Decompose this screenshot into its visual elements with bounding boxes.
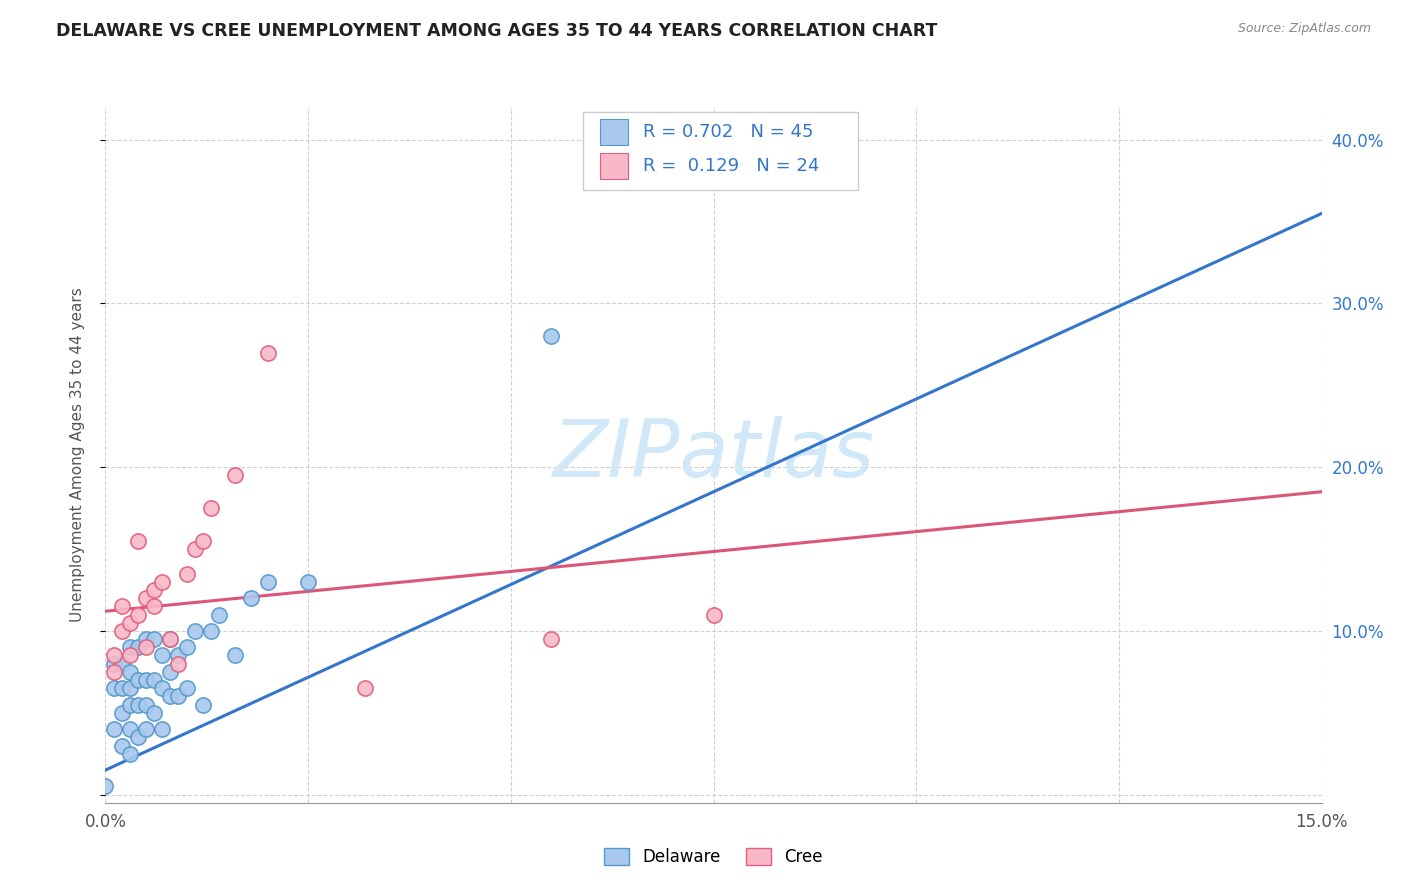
Point [256,574,278,589]
Point [150,681,173,696]
Point [127,673,149,687]
Point [167,657,190,671]
Point [103,681,125,696]
Point [135,640,157,655]
Point [200,501,222,516]
Point [159,665,181,679]
Point [118,747,141,761]
Point [167,690,190,704]
Point [118,615,141,630]
Point [354,681,377,696]
Point [224,648,246,663]
Text: DELAWARE VS CREE UNEMPLOYMENT AMONG AGES 35 TO 44 YEARS CORRELATION CHART: DELAWARE VS CREE UNEMPLOYMENT AMONG AGES… [56,22,938,40]
Point [176,681,198,696]
Point [127,731,149,745]
Y-axis label: Unemployment Among Ages 35 to 44 years: Unemployment Among Ages 35 to 44 years [70,287,84,623]
Point [183,624,205,638]
Text: Source: ZipAtlas.com: Source: ZipAtlas.com [1237,22,1371,36]
Point [135,722,157,736]
Point [103,665,125,679]
Point [111,624,134,638]
Point [191,698,214,712]
Point [103,722,125,736]
Point [159,632,181,646]
Point [111,681,134,696]
Point [297,574,319,589]
Point [150,722,173,736]
Point [159,690,181,704]
Point [118,640,141,655]
Point [135,632,157,646]
Point [111,599,134,614]
Point [118,648,141,663]
Point [540,632,562,646]
Point [702,607,725,622]
Text: R =  0.129   N = 24: R = 0.129 N = 24 [643,157,818,175]
Point [256,345,278,359]
Point [191,533,214,548]
Point [143,582,166,597]
Point [94,780,117,794]
Point [143,599,166,614]
Point [103,648,125,663]
Text: ZIPatlas: ZIPatlas [553,416,875,494]
Point [143,632,166,646]
Point [127,640,149,655]
Point [135,698,157,712]
Point [200,624,222,638]
Text: R = 0.702   N = 45: R = 0.702 N = 45 [643,123,813,141]
Point [240,591,263,606]
Point [118,681,141,696]
Point [150,648,173,663]
Point [111,657,134,671]
Point [118,665,141,679]
Point [783,165,806,179]
Point [176,566,198,581]
Point [176,640,198,655]
Point [208,607,231,622]
Point [159,632,181,646]
Point [143,706,166,720]
Point [127,698,149,712]
Point [127,533,149,548]
Point [111,739,134,753]
Point [150,574,173,589]
Point [183,542,205,557]
Point [111,706,134,720]
Point [118,722,141,736]
Point [135,591,157,606]
Point [127,607,149,622]
Point [135,673,157,687]
Point [167,648,190,663]
Point [224,468,246,483]
Legend: Delaware, Cree: Delaware, Cree [596,839,831,874]
Point [118,698,141,712]
Point [540,329,562,343]
Point [103,657,125,671]
Point [143,673,166,687]
